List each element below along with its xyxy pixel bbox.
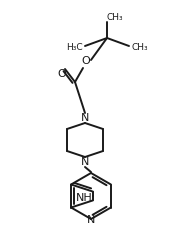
Text: N: N	[81, 157, 89, 167]
Text: CH₃: CH₃	[107, 12, 123, 22]
Text: NH: NH	[76, 193, 92, 203]
Text: O: O	[58, 69, 66, 79]
Text: N: N	[87, 215, 95, 225]
Text: O: O	[82, 56, 90, 66]
Text: H₃C: H₃C	[66, 43, 82, 51]
Text: N: N	[81, 113, 89, 123]
Text: CH₃: CH₃	[132, 43, 148, 51]
